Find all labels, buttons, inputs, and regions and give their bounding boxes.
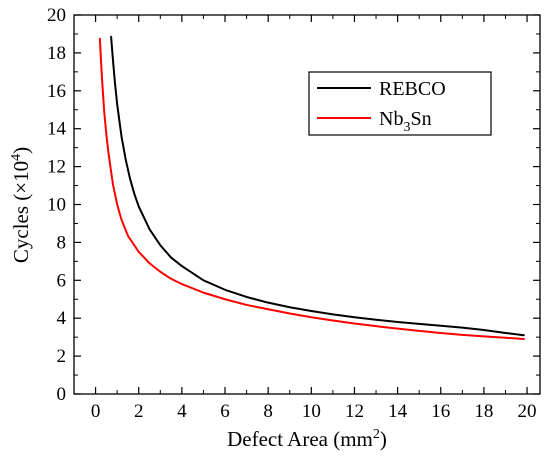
y-axis-title: Cycles (×104)	[9, 147, 33, 263]
legend-label-nb3sn: Nb3Sn	[379, 108, 432, 135]
axes-layer: 0 2 4 6 8 10 12 14 16 18 20 0 2 4 6 8 10 12 14 16 18 20	[47, 5, 540, 422]
y-axis-title-superscript: 4	[9, 154, 24, 161]
y-tick-label: 16	[47, 81, 66, 102]
x-tick-label: 6	[220, 401, 230, 422]
x-tick-label: 4	[177, 401, 187, 422]
legend-label-nb3sn-subscript: 3	[403, 120, 410, 135]
y-tick-label: 20	[47, 5, 66, 26]
y-tick-label: 0	[57, 384, 67, 405]
plot-layer	[98, 35, 525, 341]
legend: REBCO Nb3Sn	[308, 71, 492, 136]
legend-label-nb3sn-base: Nb	[379, 108, 403, 130]
x-axis-title-superscript: 2	[373, 427, 380, 442]
x-tick-label: 2	[134, 401, 144, 422]
x-tick-label: 14	[388, 401, 408, 422]
y-tick-label: 2	[57, 346, 67, 367]
y-tick-label: 12	[47, 157, 66, 178]
y-tick-label: 10	[47, 195, 66, 216]
x-tick-label: 12	[345, 401, 364, 422]
legend-box	[308, 71, 492, 136]
x-tick-label: 20	[518, 401, 537, 422]
legend-label-rebco-text: REBCO	[379, 78, 446, 100]
x-tick-label: 18	[474, 401, 493, 422]
y-axis-title-end: )	[9, 147, 33, 154]
y-tick-label: 14	[47, 119, 67, 140]
series-line-nb3sn	[98, 37, 525, 341]
x-axis-title: Defect Area (mm2)	[227, 427, 387, 451]
y-axis-title-main: Cycles (×10	[9, 161, 33, 263]
y-tick-label: 6	[57, 270, 67, 291]
series-line-rebco	[110, 35, 525, 337]
y-tick-label: 4	[57, 308, 67, 329]
y-tick-label: 18	[47, 43, 66, 64]
x-axis-title-main: Defect Area (mm	[227, 427, 373, 451]
y-tick-label: 8	[57, 232, 67, 253]
x-axis-title-end: )	[380, 427, 387, 451]
x-tick-label: 8	[263, 401, 273, 422]
x-tick-label: 16	[431, 401, 450, 422]
legend-label-rebco: REBCO	[379, 78, 446, 100]
x-tick-label: 10	[302, 401, 321, 422]
legend-label-nb3sn-rest: Sn	[410, 108, 431, 130]
x-tick-label: 0	[91, 401, 101, 422]
